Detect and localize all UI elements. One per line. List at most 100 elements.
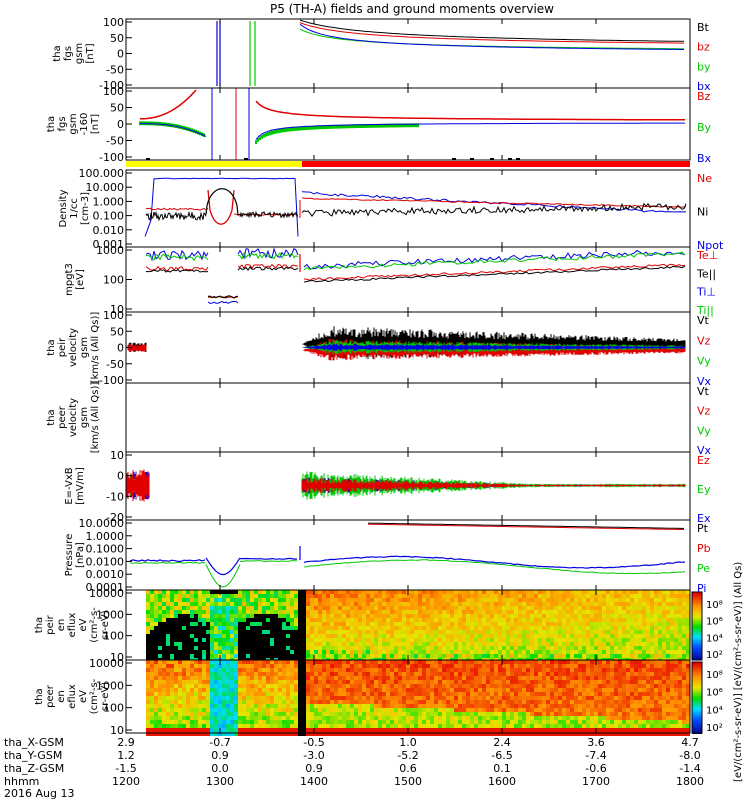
ion-spectrogram-cell xyxy=(502,638,506,642)
ion-spectrogram-cell xyxy=(450,642,454,646)
ion-spectrogram-cell xyxy=(266,618,270,622)
ion-spectrogram-cell xyxy=(474,606,478,610)
ion-spectrogram-cell xyxy=(414,622,418,626)
ion-spectrogram-cell xyxy=(322,642,326,646)
ion-spectrogram-cell xyxy=(234,602,238,606)
ion-spectrogram-cell xyxy=(326,622,330,626)
ion-spectrogram-cell xyxy=(562,618,566,622)
ion-spectrogram-cell xyxy=(166,598,170,602)
ion-spectrogram-cell xyxy=(170,598,174,602)
ion-spectrogram-cell xyxy=(478,638,482,642)
ion-spectrogram-cell xyxy=(366,630,370,634)
te-par-post2 xyxy=(303,265,686,283)
ion-spectrogram-cell xyxy=(190,602,194,606)
ion-spectrogram-cell xyxy=(482,630,486,634)
ion-spectrogram-cell xyxy=(174,594,178,598)
ion-spectrogram-cell xyxy=(322,594,326,598)
ion-spectrogram-cell xyxy=(354,630,358,634)
ion-spectrogram-cell xyxy=(358,638,362,642)
ion-spectrogram-cell xyxy=(310,614,314,618)
pi-line-post2 xyxy=(303,555,686,569)
ion-spectrogram-cell xyxy=(254,590,258,594)
ion-spectrogram-cell xyxy=(494,630,498,634)
ion-spectrogram-cell xyxy=(250,614,254,618)
ion-spectrogram-cell xyxy=(570,618,574,622)
ion-spectrogram-cell xyxy=(278,626,282,630)
ion-spectrogram-cell xyxy=(178,590,182,594)
ion-spectrogram-cell xyxy=(154,622,158,626)
ion-spectrogram-cell xyxy=(242,610,246,614)
ion-spectrogram-cell xyxy=(394,606,398,610)
ion-spectrogram-cell xyxy=(566,602,570,606)
ion-spectrogram-cell xyxy=(338,614,342,618)
ion-spectrogram-cell xyxy=(558,618,562,622)
ion-spectrogram-cell xyxy=(366,646,370,650)
ion-spectrogram-cell xyxy=(562,602,566,606)
ion-spectrogram-cell xyxy=(338,602,342,606)
ion-spectrogram-cell xyxy=(158,634,162,638)
ion-spectrogram-cell xyxy=(162,594,166,598)
ion-spectrogram-cell xyxy=(354,618,358,622)
ion-spectrogram-cell xyxy=(562,654,566,658)
ion-spectrogram-cell xyxy=(138,654,142,658)
ion-spectrogram-cell xyxy=(506,626,510,630)
ion-spectrogram-cell xyxy=(398,598,402,602)
ion-spectrogram-cell xyxy=(146,622,150,626)
ion-spectrogram-cell xyxy=(198,646,202,650)
ion-spectrogram-cell xyxy=(442,646,446,650)
ion-spectrogram-cell xyxy=(302,590,306,594)
ion-spectrogram-cell xyxy=(326,630,330,634)
ion-spectrogram-cell xyxy=(214,654,218,658)
ion-spectrogram-cell xyxy=(138,590,142,594)
ion-spectrogram-cell xyxy=(490,626,494,630)
ion-spectrogram-cell xyxy=(274,614,278,618)
ion-spectrogram-cell xyxy=(306,594,310,598)
ion-spectrogram-cell xyxy=(554,614,558,618)
ion-spectrogram-cell xyxy=(286,594,290,598)
ion-spectrogram-cell xyxy=(494,650,498,654)
ion-spectrogram-cell xyxy=(162,642,166,646)
ion-spectrogram-cell xyxy=(402,654,406,658)
ion-spectrogram-cell xyxy=(454,634,458,638)
ion-spectrogram-cell xyxy=(258,650,262,654)
ion-spectrogram-cell xyxy=(398,610,402,614)
ion-spectrogram-cell xyxy=(450,634,454,638)
ion-spectrogram-cell xyxy=(510,646,514,650)
ion-spectrogram-cell xyxy=(562,614,566,618)
ion-spectrogram-cell xyxy=(386,654,390,658)
ion-spectrogram-cell xyxy=(462,634,466,638)
ion-spectrogram-cell xyxy=(358,594,362,598)
ion-spectrogram-cell xyxy=(474,634,478,638)
ion-spectrogram-cell xyxy=(502,634,506,638)
ion-spectrogram-cell xyxy=(566,606,570,610)
ion-spectrogram-cell xyxy=(378,606,382,610)
ion-spectrogram-cell xyxy=(370,590,374,594)
ion-spectrogram-cell xyxy=(502,610,506,614)
ion-spectrogram-cell xyxy=(174,622,178,626)
ion-spectrogram-cell xyxy=(486,626,490,630)
ion-spectrogram-cell xyxy=(230,622,234,626)
ion-spectrogram-cell xyxy=(430,594,434,598)
ion-spectrogram-cell xyxy=(554,622,558,626)
ion-spectrogram-cell xyxy=(174,606,178,610)
ion-spectrogram-cell xyxy=(526,622,530,626)
ion-spectrogram-cell xyxy=(546,634,550,638)
ion-spectrogram-cell xyxy=(310,602,314,606)
ion-spectrogram-cell xyxy=(210,602,214,606)
ion-spectrogram-cell xyxy=(338,590,342,594)
ion-spectrogram-cell xyxy=(214,650,218,654)
ion-spectrogram-cell xyxy=(450,630,454,634)
ion-spectrogram-cell xyxy=(310,634,314,638)
ion-spectrogram-cell xyxy=(570,606,574,610)
ion-spectrogram-cell xyxy=(466,622,470,626)
ion-spectrogram-cell xyxy=(226,626,230,630)
ion-spectrogram-cell xyxy=(530,646,534,650)
ion-spectrogram-cell xyxy=(442,602,446,606)
ion-spectrogram-cell xyxy=(314,646,318,650)
ion-spectrogram-cell xyxy=(430,618,434,622)
ion-spectrogram-cell xyxy=(154,590,158,594)
ion-spectrogram-cell xyxy=(234,654,238,658)
ion-spectrogram-cell xyxy=(242,634,246,638)
ion-spectrogram-cell xyxy=(510,590,514,594)
